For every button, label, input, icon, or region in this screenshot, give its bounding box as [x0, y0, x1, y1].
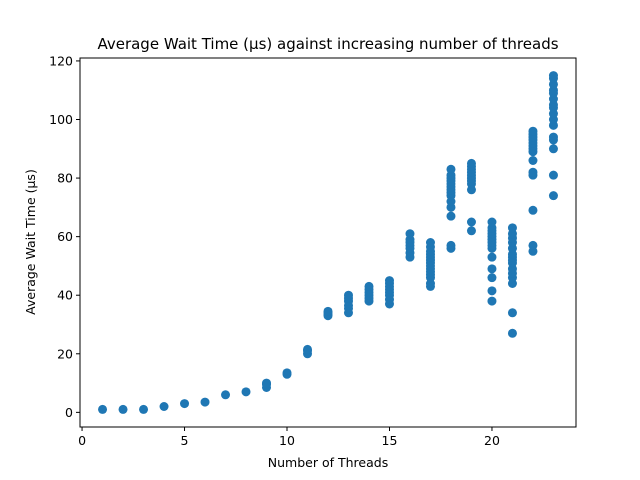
x-tick-label: 5	[181, 433, 189, 448]
chart-title: Average Wait Time (µs) against increasin…	[97, 35, 558, 53]
data-point	[466, 158, 476, 168]
data-point	[221, 390, 231, 400]
data-point	[528, 240, 538, 250]
data-point	[446, 240, 456, 250]
data-point	[384, 276, 394, 286]
y-tick-label: 20	[57, 346, 73, 361]
data-point	[118, 404, 128, 414]
x-tick-label: 15	[382, 433, 398, 448]
x-tick-label: 20	[484, 433, 500, 448]
data-point	[487, 296, 497, 306]
data-point	[446, 164, 456, 174]
data-point	[180, 399, 190, 409]
x-axis-label: Number of Threads	[268, 455, 388, 470]
data-point	[466, 217, 476, 227]
plot-frame	[79, 57, 577, 428]
data-point	[548, 71, 558, 81]
data-point	[487, 273, 497, 283]
data-point	[528, 167, 538, 177]
x-tick-label: 0	[78, 433, 86, 448]
data-point	[528, 126, 538, 136]
data-point	[282, 368, 292, 378]
data-point	[548, 191, 558, 201]
data-point	[487, 264, 497, 274]
data-point	[507, 328, 517, 338]
data-point	[487, 217, 497, 227]
data-point	[548, 144, 558, 154]
y-tick-label: 40	[57, 288, 73, 303]
data-point	[528, 205, 538, 215]
y-tick-label: 120	[49, 53, 73, 68]
data-point	[487, 252, 497, 262]
y-tick-label: 100	[49, 112, 73, 127]
data-point	[303, 344, 313, 354]
y-tick-label: 60	[57, 229, 73, 244]
data-point	[323, 306, 333, 316]
points-layer	[98, 71, 558, 414]
y-tick-label: 80	[57, 171, 73, 186]
data-point	[528, 156, 538, 165]
data-point	[425, 238, 435, 247]
data-point	[364, 281, 374, 291]
data-point	[487, 286, 497, 296]
data-point	[507, 223, 517, 233]
y-axis: 0 20 40 60 80 100 120	[49, 53, 80, 420]
data-point	[548, 170, 558, 180]
y-axis-label: Average Wait Time (µs)	[23, 169, 38, 315]
data-point	[343, 290, 353, 300]
x-tick-label: 10	[279, 433, 295, 448]
data-point	[159, 402, 169, 411]
data-point	[507, 308, 517, 318]
y-tick-label: 0	[65, 405, 73, 420]
data-point	[548, 132, 558, 142]
data-point	[262, 378, 272, 388]
data-point	[446, 211, 456, 221]
data-point	[241, 387, 251, 397]
data-point	[139, 404, 149, 414]
data-point	[98, 404, 108, 414]
data-point	[405, 229, 415, 239]
data-point	[466, 226, 476, 236]
x-axis: 0 5 10 15 20	[78, 427, 500, 448]
data-point	[200, 397, 210, 407]
